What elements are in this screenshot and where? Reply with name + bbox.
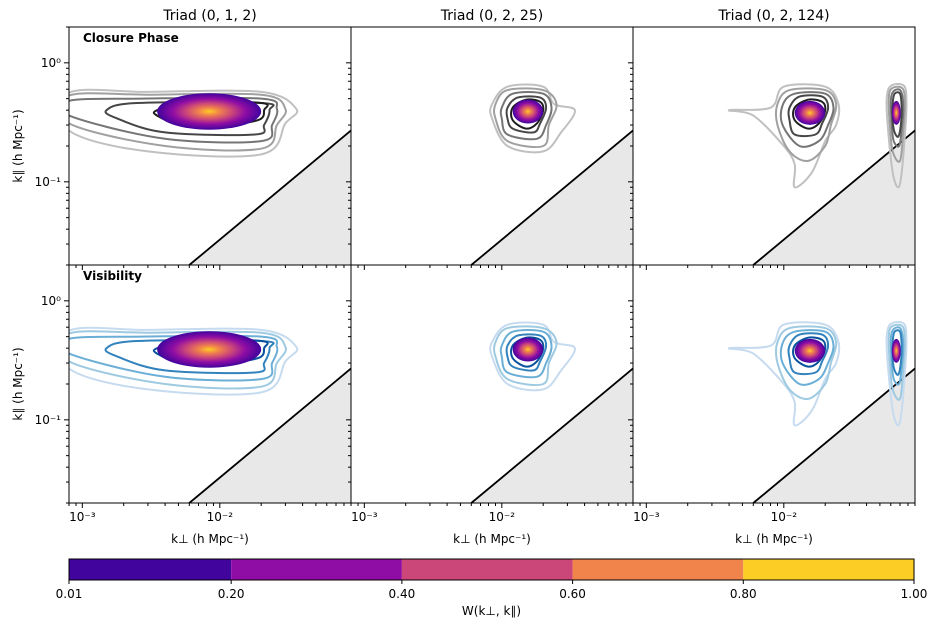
panel-content [69,326,351,503]
colorbar-segment [743,559,914,580]
x-tick-label: 10⁻² [207,510,234,524]
row-label: Closure Phase [83,31,179,45]
density-blob [157,331,262,368]
contour-line [885,320,908,427]
contour-line [889,88,905,148]
contour-line [891,329,903,376]
contour-line [69,330,287,390]
colorbar-tick-label: 0.40 [389,587,416,601]
wedge-line [752,129,915,265]
contour-line [885,82,908,189]
panel-r1-c1 [346,264,634,508]
x-tick-label: 10⁻³ [69,510,96,524]
colorbar-segment [401,559,573,580]
contour-line [69,96,279,144]
density-blob [794,338,826,363]
contour-line [787,94,830,138]
colorbar-segment [231,559,402,580]
panel-content [727,82,915,265]
panel-r0-c1 [346,26,634,270]
x-tick-label: 10⁻² [489,510,516,524]
contour-line [787,332,830,376]
x-axis-label: k⊥ (h Mpc⁻¹) [735,532,813,546]
colorbar-tick-label: 0.01 [56,587,83,601]
panel-title: Triad (0, 1, 2) [162,8,257,24]
density-blob [157,93,262,130]
x-tick-label: 10⁻³ [351,510,378,524]
x-axis-label: k⊥ (h Mpc⁻¹) [171,532,249,546]
contour-line [889,326,905,386]
x-tick-label: 10⁻³ [633,510,660,524]
density-blob [891,100,901,125]
contour-line [69,326,299,396]
colorbar-label: W(k⊥, k∥) [462,604,521,618]
x-tick-label: 10⁻² [771,510,798,524]
x-axis-label: k⊥ (h Mpc⁻¹) [453,532,531,546]
contour-line [775,87,838,162]
density-blob [512,99,544,124]
panel-content [470,83,633,265]
wedge-line [470,129,633,265]
contour-line [69,334,279,382]
y-tick-label: 10⁰ [41,294,61,308]
wedge-line [188,129,351,265]
wedge-line [752,367,915,503]
contour-line [891,91,903,138]
contour-line [727,321,841,427]
density-blob [512,337,544,362]
contour-line [779,91,835,148]
contour-line [779,329,835,386]
density-blob [891,338,901,363]
colorbar-segment [69,559,232,580]
y-tick-label: 10⁻¹ [35,175,62,189]
wedge-line [470,367,633,503]
panel-content [470,321,633,503]
colorbar-frame [68,558,915,581]
contour-line [505,95,548,134]
colorbar-segment [572,559,744,580]
contour-line [493,325,558,387]
colorbar-tick-label: 1.00 [901,587,928,601]
panel-r1-c2 [628,264,916,508]
panel-r0-c0 [64,26,352,270]
contour-line [499,90,553,141]
y-tick-label: 10⁻¹ [35,413,62,427]
contour-line [505,333,548,372]
y-tick-label: 10⁰ [41,56,61,70]
row-label: Visibility [83,269,142,283]
panel-content [69,88,351,265]
contour-line [69,92,287,152]
wedge-line [188,367,351,503]
contour-line [69,88,299,158]
colorbar-tick-label: 0.80 [730,587,757,601]
contour-line [489,321,576,392]
colorbar-tick-label: 0.20 [218,587,245,601]
panel-r1-c0 [64,264,352,508]
contour-line [499,328,553,379]
contour-line [727,83,841,189]
density-blob [794,100,826,125]
panel-title: Triad (0, 2, 25) [440,8,543,24]
contour-line [489,83,576,154]
y-axis-label: k∥ (h Mpc⁻¹) [11,347,25,420]
panel-content [727,320,915,503]
y-axis-label: k∥ (h Mpc⁻¹) [11,109,25,182]
contour-line [775,325,838,400]
contour-line [887,323,906,401]
panel-title: Triad (0, 2, 124) [717,8,829,24]
panel-r0-c2 [628,26,916,270]
contour-line [493,87,558,149]
contour-line [887,85,906,163]
colorbar-tick-label: 0.60 [559,587,586,601]
